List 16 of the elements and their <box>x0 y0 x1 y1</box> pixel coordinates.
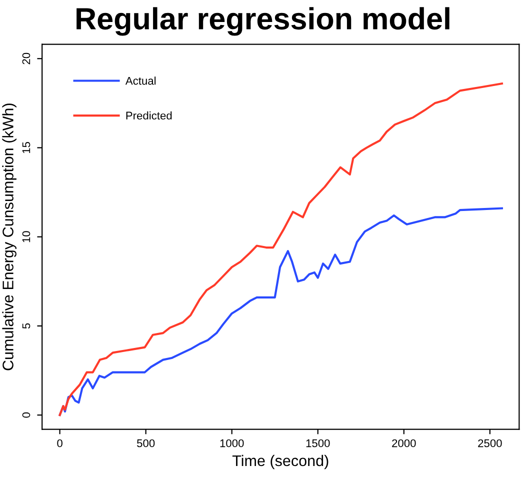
legend-label: Actual <box>125 76 156 85</box>
x-tick-label: 2500 <box>478 439 502 448</box>
y-tick-label: 20 <box>22 52 30 64</box>
y-tick-label: 15 <box>22 142 30 154</box>
x-tick-label: 1500 <box>306 439 330 448</box>
y-tick-label: 5 <box>22 323 30 329</box>
y-axis-title: Cumulative Energy Cunsumption (kWh) <box>2 104 16 370</box>
y-tick-label: 10 <box>22 231 30 242</box>
x-tick-label: 2000 <box>392 439 416 448</box>
x-tick-label: 500 <box>137 439 155 448</box>
legend-label: Predicted <box>126 111 172 120</box>
y-tick-label: 0 <box>22 412 30 418</box>
x-axis-title: Time (second) <box>232 454 328 470</box>
chart-title: Regular regression model <box>76 7 450 36</box>
x-tick-label: 0 <box>57 439 62 448</box>
x-tick-label: 1000 <box>220 439 244 448</box>
